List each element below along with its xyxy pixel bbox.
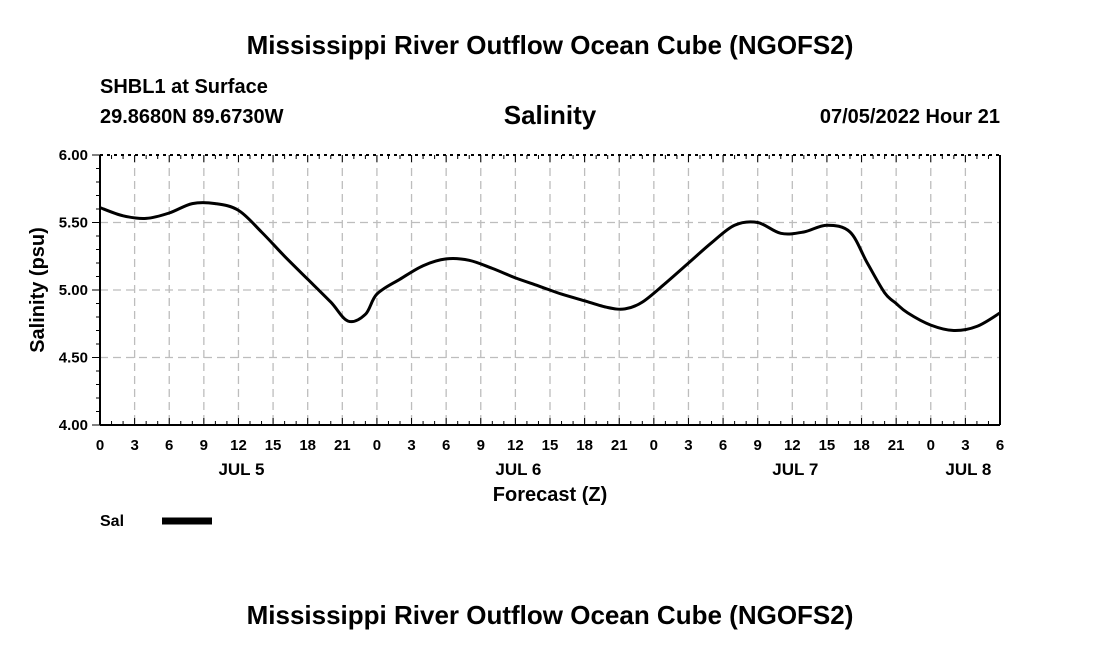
x-tick-label: 9 xyxy=(477,437,485,454)
grid-layer xyxy=(100,155,1000,425)
x-tick-label: 6 xyxy=(165,437,173,454)
x-tick-label: 15 xyxy=(265,437,282,454)
x-tick-label: 0 xyxy=(96,437,104,454)
day-label: JUL 6 xyxy=(495,460,541,479)
x-tick-label: 12 xyxy=(784,437,801,454)
axis-layer xyxy=(92,154,1001,426)
x-tick-label: 6 xyxy=(996,437,1004,454)
x-tick-label: 0 xyxy=(927,437,935,454)
forecast-datetime: 07/05/2022 Hour 21 xyxy=(819,106,1000,128)
label-layer: 0 3 6 9 12 15 18 21 0 3 6 9 12 15 18 21 0 3 6 9 12 15 18 21 0 3 6J… xyxy=(59,147,1004,479)
y-tick-label: 6.00 xyxy=(59,147,88,164)
x-tick-label: 21 xyxy=(888,437,905,454)
x-tick-label: 3 xyxy=(684,437,692,454)
page-title: Mississippi River Outflow Ocean Cube (NG… xyxy=(246,30,854,60)
x-tick-label: 18 xyxy=(299,437,316,454)
x-tick-label: 6 xyxy=(719,437,727,454)
x-tick-label: 21 xyxy=(611,437,628,454)
y-tick-label: 5.00 xyxy=(59,282,88,299)
x-axis-label: Forecast (Z) xyxy=(493,484,607,506)
station-coordinates: 29.8680N 89.6730W xyxy=(100,106,284,128)
x-tick-label: 6 xyxy=(442,437,450,454)
y-tick-label: 4.50 xyxy=(59,350,88,367)
page-title-bottom: Mississippi River Outflow Ocean Cube (NG… xyxy=(246,600,854,630)
x-tick-label: 15 xyxy=(542,437,559,454)
y-axis-label: Salinity (psu) xyxy=(27,227,49,353)
x-tick-label: 0 xyxy=(650,437,658,454)
day-label: JUL 7 xyxy=(772,460,818,479)
x-tick-label: 9 xyxy=(200,437,208,454)
x-tick-label: 3 xyxy=(407,437,415,454)
x-tick-label: 0 xyxy=(373,437,381,454)
y-tick-label: 4.00 xyxy=(59,417,88,434)
x-tick-label: 3 xyxy=(961,437,969,454)
x-tick-label: 3 xyxy=(130,437,138,454)
x-tick-label: 9 xyxy=(754,437,762,454)
y-tick-label: 5.50 xyxy=(59,215,88,232)
x-tick-label: 21 xyxy=(334,437,351,454)
salinity-series-line xyxy=(99,201,1001,333)
x-tick-label: 18 xyxy=(576,437,593,454)
day-label: JUL 5 xyxy=(218,460,264,479)
x-tick-label: 12 xyxy=(507,437,524,454)
x-tick-label: 18 xyxy=(853,437,870,454)
legend-label: Sal xyxy=(100,513,124,530)
chart-title: Salinity xyxy=(503,100,597,130)
x-tick-label: 12 xyxy=(230,437,247,454)
day-label: JUL 8 xyxy=(945,460,991,479)
station-label: SHBL1 at Surface xyxy=(100,76,268,98)
x-tick-label: 15 xyxy=(819,437,836,454)
